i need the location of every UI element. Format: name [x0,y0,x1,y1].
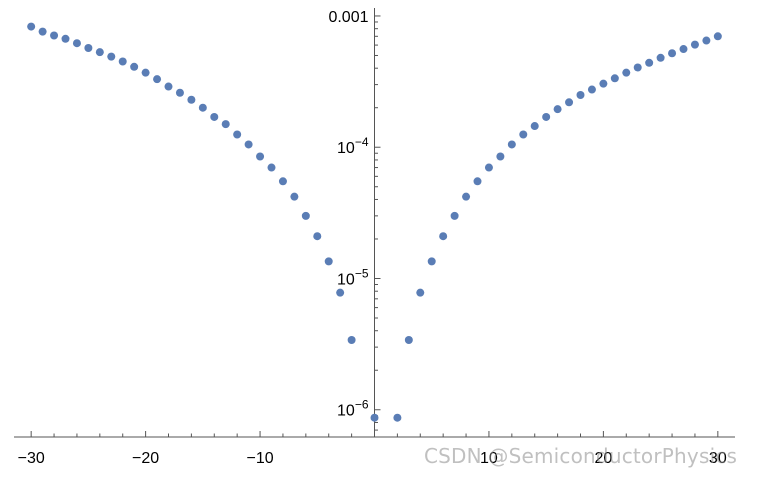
data-points [27,22,722,422]
data-point [95,48,104,57]
data-point [72,39,81,48]
data-point [427,257,436,266]
data-point [141,68,150,77]
x-tick-label: −20 [132,450,159,467]
data-point [439,232,448,241]
data-point [702,36,711,45]
x-tick-label: 10 [480,450,498,467]
x-axis-ticks: −30 −20 −10 10 20 30 [18,431,727,467]
data-point [61,34,70,43]
data-point [118,57,127,66]
x-tick-label: −10 [246,450,273,467]
data-point [198,103,207,112]
y-tick-label: 10−5 [337,266,369,288]
data-point [484,163,493,172]
data-point [278,177,287,186]
data-point [473,177,482,186]
data-point [256,152,265,161]
x-tick-label: 20 [594,450,612,467]
data-point [542,112,551,121]
data-point [599,79,608,88]
x-tick-label: 30 [709,450,727,467]
data-point [404,335,413,344]
data-point [507,140,516,149]
data-point [347,335,356,344]
data-point [38,27,47,36]
data-point [313,232,322,241]
data-point [553,105,562,114]
y-tick-exponent: −5 [355,266,369,280]
data-point [27,22,36,31]
data-point [576,90,585,99]
y-tick-exponent: −4 [355,135,369,149]
data-point [50,31,59,40]
y-tick-base: 10 [337,140,355,157]
data-point [187,95,196,104]
data-point [164,82,173,91]
y-tick-label: 0.001 [328,9,368,26]
data-point [530,122,539,131]
watermark-text: CSDN @SemiconductorPhysics [424,444,738,468]
data-point [656,53,665,62]
data-point [324,257,333,266]
data-point [370,413,379,422]
data-point [450,211,459,220]
data-point [565,98,574,107]
data-point [301,211,310,220]
data-point [496,152,505,161]
data-point [130,62,139,71]
data-point [610,74,619,83]
x-tick-label: −30 [18,450,45,467]
data-point [393,413,402,422]
data-point [107,52,116,61]
data-point [690,40,699,49]
data-point [221,120,230,129]
data-point [633,63,642,72]
data-point [462,192,471,201]
data-point [210,112,219,121]
data-point [244,140,253,149]
data-point [587,85,596,94]
data-point [622,68,631,77]
data-point [416,288,425,297]
data-point [679,45,688,54]
data-point [336,288,345,297]
data-point [175,88,184,97]
data-point [519,130,528,139]
data-point [645,58,654,67]
y-tick-exponent: −6 [355,398,369,412]
data-point [233,130,242,139]
data-point [267,163,276,172]
y-tick-base: 10 [337,403,355,420]
y-axis-ticks: 10−610−510−40.001 [328,9,381,431]
data-point [290,192,299,201]
y-tick-label: 10−6 [337,398,369,420]
y-tick-base: 10 [337,271,355,288]
data-point [153,75,162,84]
data-point [668,49,677,58]
data-point [84,44,93,53]
data-point [713,32,722,41]
y-tick-label: 10−4 [337,135,369,157]
